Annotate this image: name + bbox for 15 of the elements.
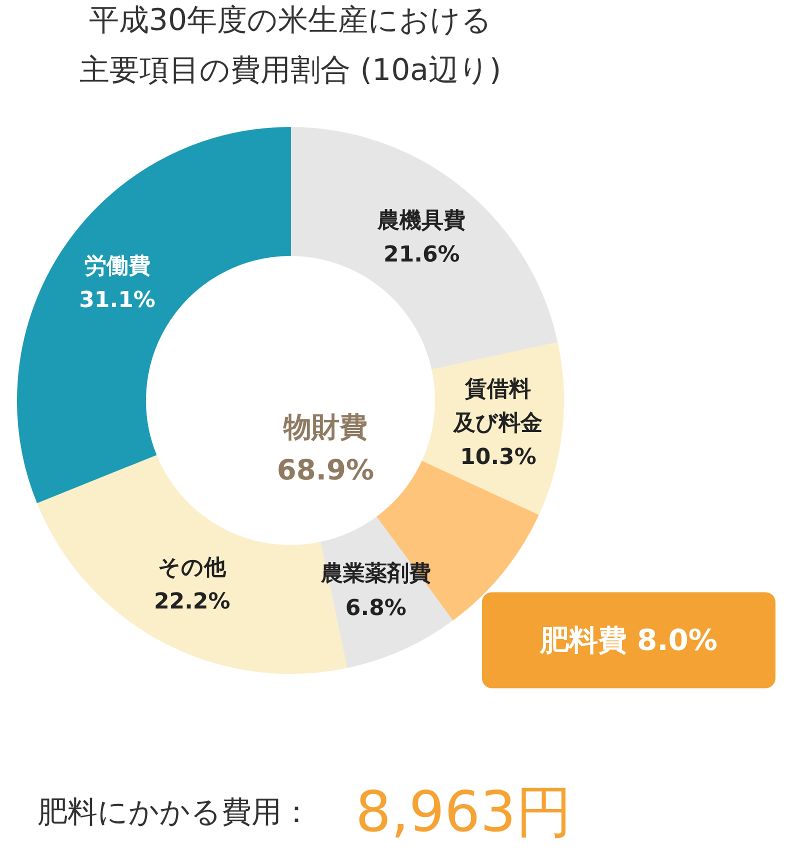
data-label: 21.6% xyxy=(384,242,460,268)
text: 肥料にかかる費用： xyxy=(38,795,312,830)
chart-title: 平成30年度の米生産における主要項目の費用割合 (10a辺り) xyxy=(80,3,502,88)
slice-label: 農業薬剤費 xyxy=(320,560,431,587)
slice-label: その他 xyxy=(158,555,228,580)
data-label: 31.1% xyxy=(79,288,156,314)
data-label: 10.3% xyxy=(460,445,536,470)
slice-label: 農機具費 xyxy=(376,208,466,234)
data-label: 6.8% xyxy=(345,596,406,621)
data-label: 22.2% xyxy=(154,589,230,614)
text: 肥料費 8.0% xyxy=(538,623,718,658)
text: 8,963円 xyxy=(356,780,572,845)
text: 物財費 68.9% xyxy=(276,410,374,487)
slice-label: 労働費 xyxy=(84,254,150,280)
slice-label: 賃借料及び料金 xyxy=(452,376,543,436)
